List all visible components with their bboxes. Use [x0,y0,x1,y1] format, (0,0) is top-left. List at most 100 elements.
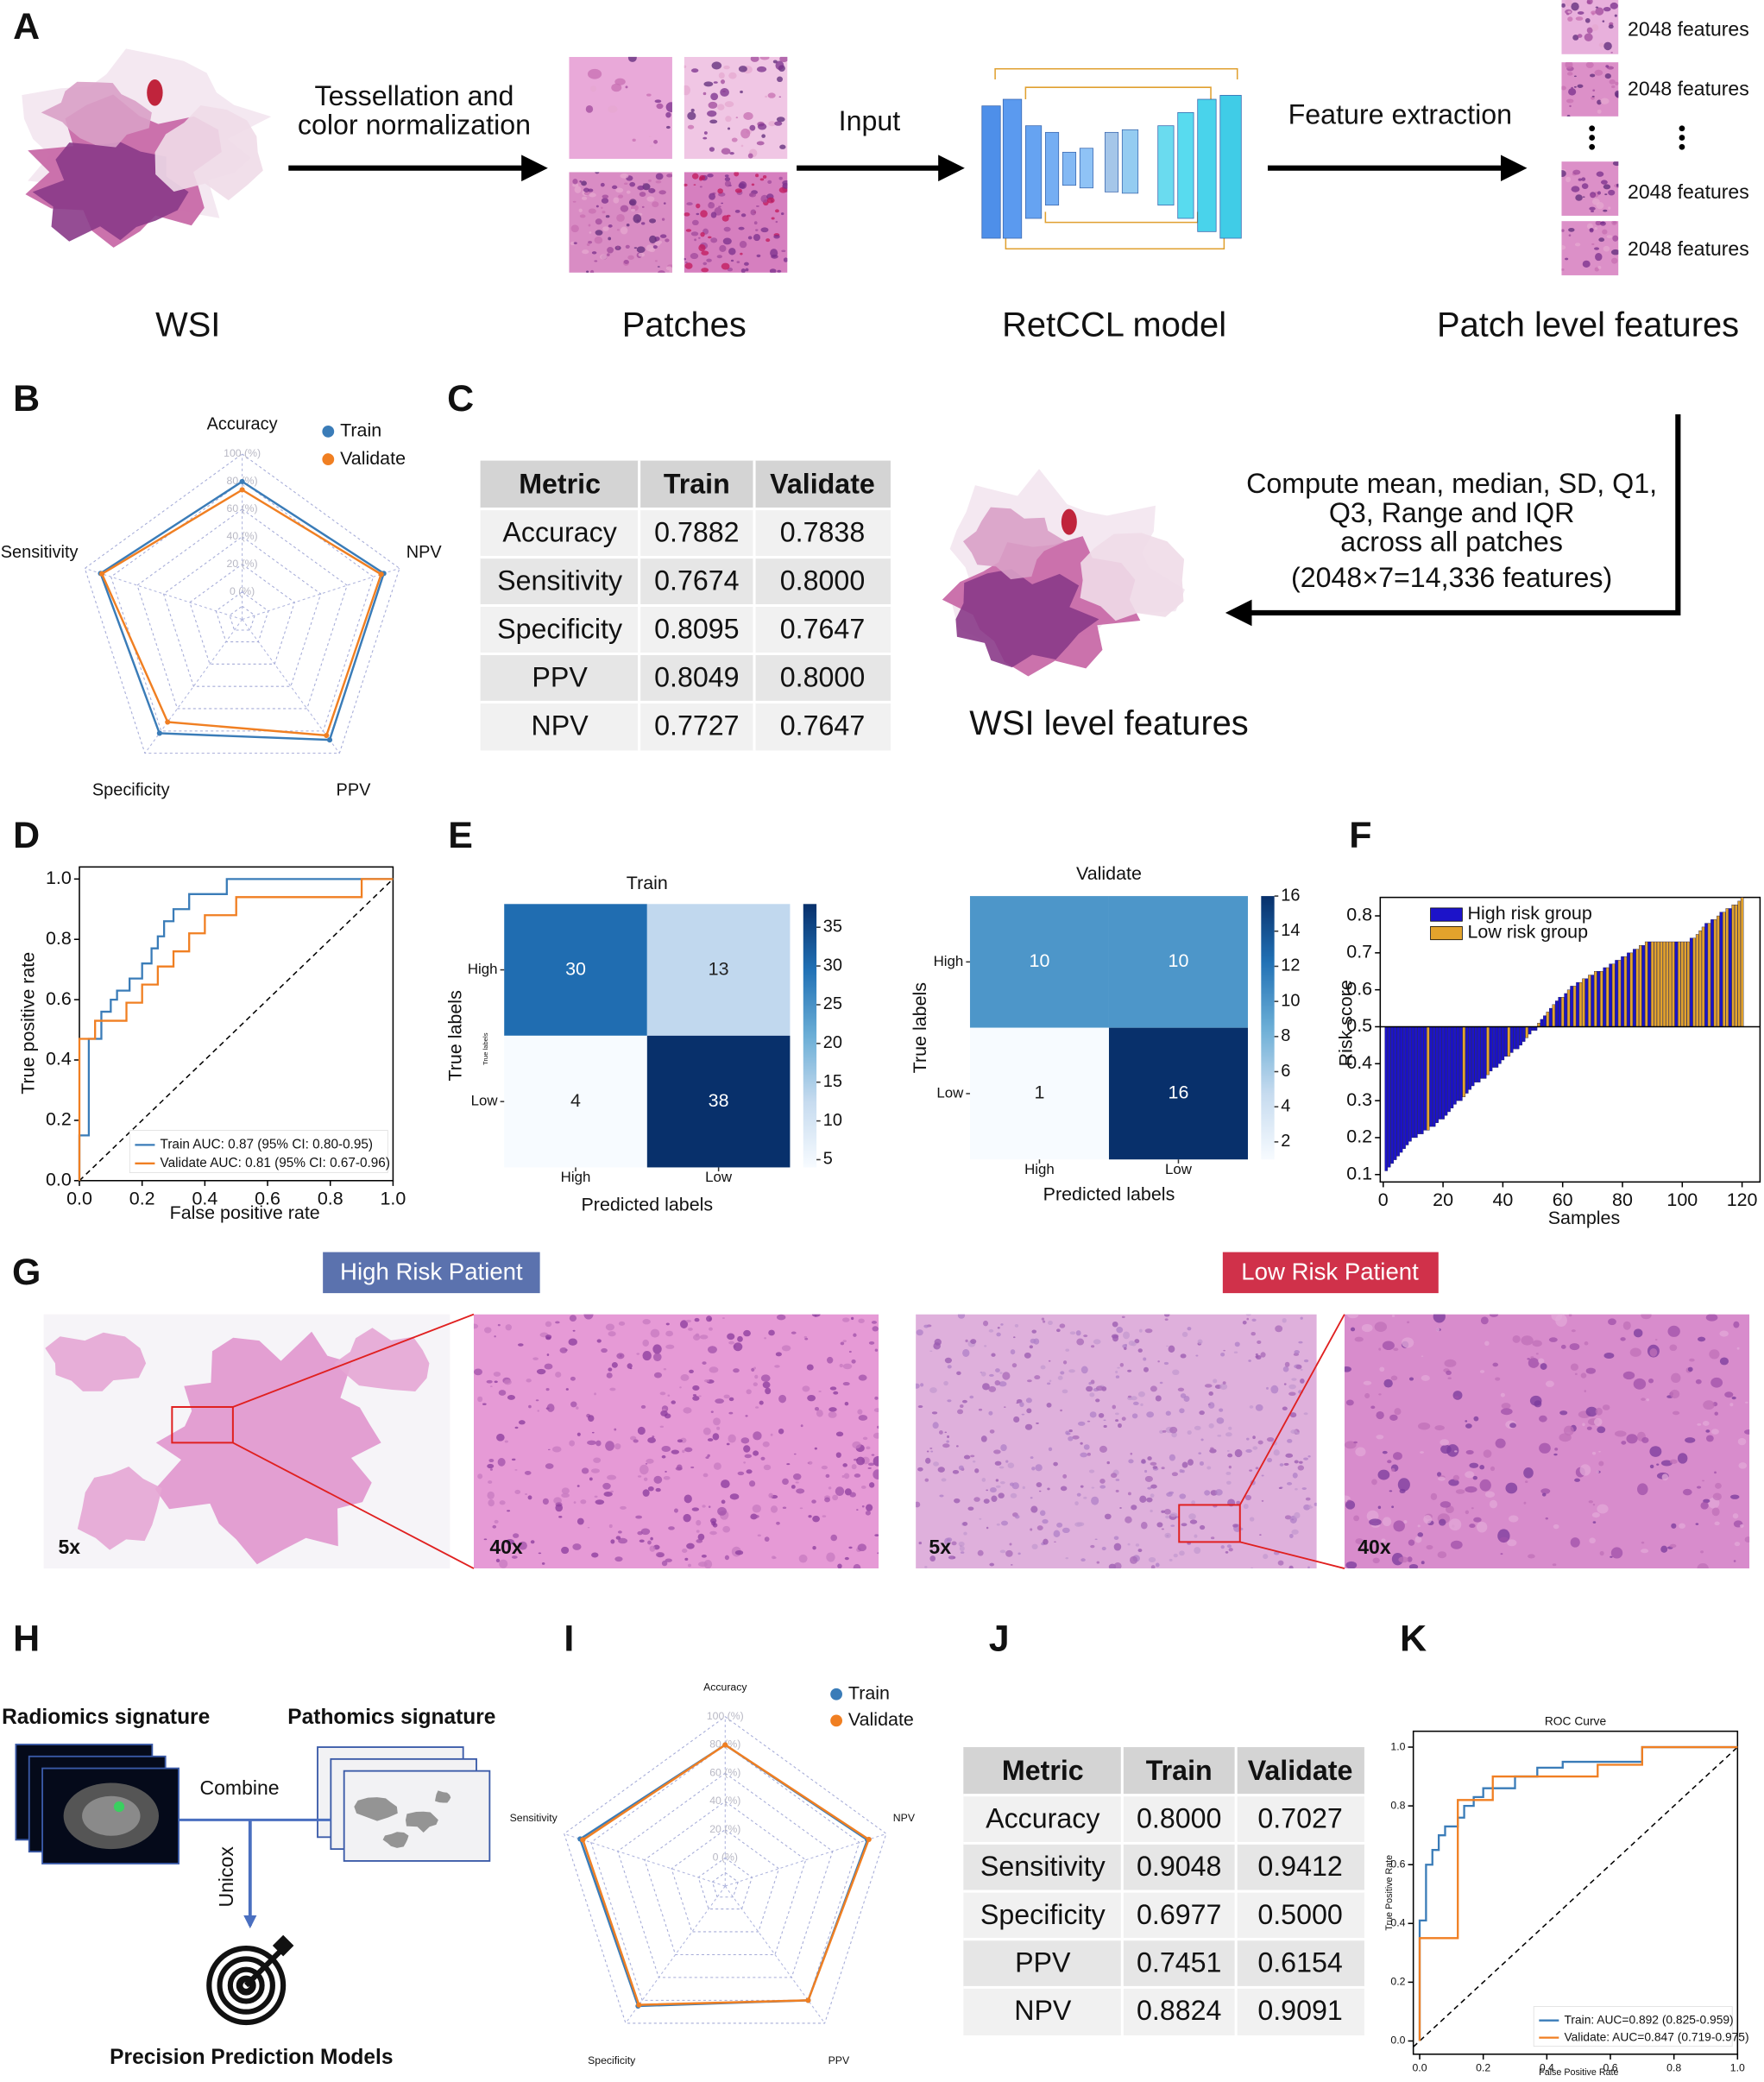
nucleus [1062,1360,1068,1365]
nucleus [1056,1328,1061,1333]
nucleus [490,1385,493,1388]
nucleus [631,208,636,212]
nucleus [1257,1440,1263,1445]
nucleus [1031,1329,1037,1334]
nucleus [983,1498,990,1505]
nucleus [1117,1423,1122,1429]
nucleus [671,1449,680,1454]
nucleus [1042,1518,1049,1524]
nucleus [693,184,696,186]
nucleus [721,148,731,155]
nucleus [1586,27,1593,34]
legend-box [1533,2006,1733,2047]
arrow-label: Tessellation and [315,80,514,111]
nucleus [1394,1408,1402,1416]
nucleus [591,1431,595,1434]
nucleus [727,1333,735,1341]
nucleus [1030,1456,1034,1460]
nucleus [1602,1404,1610,1410]
nucleus [483,1538,488,1541]
nucleus [986,1489,989,1492]
nucleus [1161,1528,1165,1530]
nucleus [637,1426,646,1435]
nucleus [1036,1525,1043,1531]
nucleus [633,247,638,249]
nucleus [615,1536,621,1540]
bar [1656,941,1660,1027]
nucleus [689,1369,694,1373]
bar [1429,1026,1433,1127]
nucleus [706,1315,713,1322]
nucleus [1090,1544,1095,1549]
nucleus [1195,1354,1199,1357]
chart-title: Train [627,873,668,893]
nucleus [658,190,666,195]
x-tick-label: 40 [1492,1189,1513,1210]
nucleus [1595,7,1604,16]
nucleus [561,1492,570,1498]
nucleus [743,1445,751,1453]
nucleus [1183,1395,1190,1402]
nucleus [1580,1372,1587,1379]
target-ring [236,1975,256,1996]
nucleus [959,1404,964,1409]
nucleus [1080,1452,1088,1458]
nucleus [1391,1315,1395,1317]
nucleus [1139,1495,1147,1504]
x-tick-label: 0.8 [1666,2062,1681,2074]
nucleus [842,1363,853,1370]
nucleus [1465,1420,1468,1423]
nucleus [916,1383,920,1389]
nucleus [944,1537,951,1546]
nucleus [717,1506,727,1516]
nucleus [775,1352,782,1357]
nucleus [1279,1463,1284,1467]
nucleus [570,1401,577,1408]
nucleus [1130,1452,1133,1455]
nucleus [1054,1541,1056,1543]
nucleus [760,1374,771,1382]
nucleus [786,1463,791,1466]
panel-label: E [448,815,473,856]
nucleus [963,1531,967,1536]
nucleus [696,203,701,209]
nucleus [518,1420,526,1425]
bar [1498,1026,1502,1064]
nucleus [1027,1379,1032,1383]
nucleus [740,1437,750,1444]
nucleus [1255,1404,1263,1411]
nucleus [842,1463,847,1467]
nucleus [708,101,718,109]
nucleus [775,60,784,71]
nucleus [1540,1488,1551,1494]
legend-label: Validate [340,448,406,469]
nucleus [637,1475,642,1478]
nucleus [759,178,765,181]
nucleus [586,243,590,246]
nucleus [1446,1370,1452,1375]
nucleus [1569,104,1572,108]
nucleus [1567,10,1572,14]
nucleus [947,1435,950,1439]
nucleus [1612,161,1619,167]
y-tick-label: 0.0 [1390,2035,1405,2047]
bar [1588,975,1591,1027]
nucleus [849,1492,856,1498]
nucleus [1579,1464,1591,1476]
nucleus [1016,1402,1019,1404]
nucleus [1407,1556,1413,1562]
nucleus [1344,1366,1352,1372]
nucleus [720,88,729,97]
bar [1468,1026,1472,1090]
nucleus [630,1435,637,1441]
nucleus [1408,1377,1414,1381]
nucleus [1581,177,1586,181]
nucleus [1421,1355,1424,1357]
bar [1489,1026,1493,1072]
colorbar [1261,896,1275,1160]
nucleus [494,1335,496,1338]
series-point [239,478,245,484]
nucleus [1019,1402,1024,1408]
bar [1483,1026,1487,1079]
nucleus [1210,1447,1214,1450]
